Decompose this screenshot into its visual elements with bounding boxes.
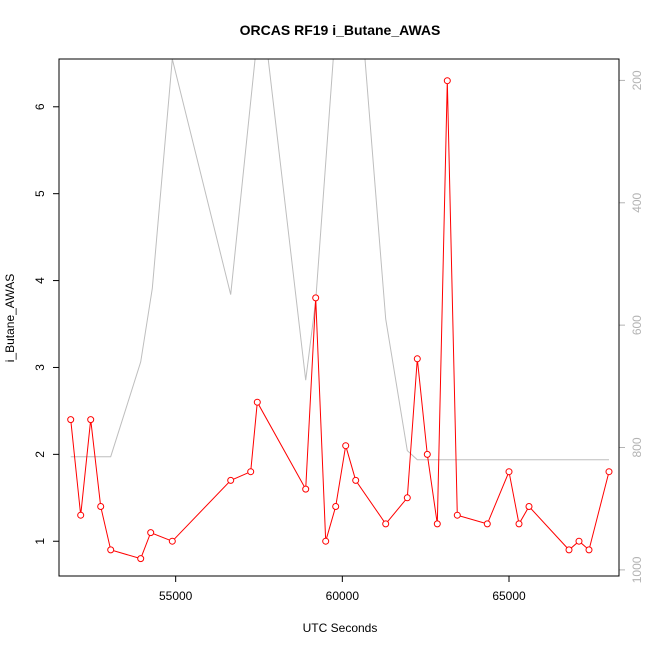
data-point <box>423 450 431 458</box>
series-line-right-axis <box>70 59 609 461</box>
data-point <box>575 537 583 545</box>
x-axis-label: UTC Seconds <box>303 621 378 635</box>
data-point <box>137 555 145 563</box>
y-tick-label: 4 <box>33 277 47 284</box>
y-tick-label: 1 <box>33 538 47 545</box>
data-point <box>483 520 491 528</box>
data-point <box>247 468 255 476</box>
axes-layer: 55000 60000 65000 1 2 3 4 5 6 200 400 600 800 1000 <box>33 70 644 603</box>
series-line-i-butane <box>70 80 610 560</box>
data-point <box>253 398 261 406</box>
y2-tick-label: 1000 <box>630 556 644 583</box>
data-point <box>403 494 411 502</box>
data-point <box>168 537 176 545</box>
y2-tick-label: 600 <box>630 315 644 335</box>
y-tick-label: 6 <box>33 103 47 110</box>
y-tick-label: 2 <box>33 451 47 458</box>
data-point <box>515 520 523 528</box>
data-point <box>565 546 573 554</box>
data-point <box>312 294 320 302</box>
y2-tick-label: 400 <box>630 192 644 212</box>
data-point <box>342 442 350 450</box>
data-point <box>87 416 95 424</box>
data-point <box>322 537 330 545</box>
y-tick-label: 5 <box>33 190 47 197</box>
data-point <box>605 468 613 476</box>
data-point <box>352 476 360 484</box>
x-tick-label: 65000 <box>492 589 526 603</box>
data-point <box>382 520 390 528</box>
data-point <box>97 503 105 510</box>
data-point <box>453 511 461 519</box>
data-point <box>525 503 533 510</box>
data-point <box>302 485 310 493</box>
data-point <box>67 416 75 424</box>
plot-frame <box>58 58 620 577</box>
data-point <box>443 77 451 85</box>
data-point <box>147 529 155 537</box>
data-point <box>332 503 340 510</box>
y2-tick-label: 200 <box>630 70 644 90</box>
data-point <box>77 511 85 519</box>
chart-title: ORCAS RF19 i_Butane_AWAS <box>240 22 441 38</box>
y2-tick-label: 800 <box>630 437 644 457</box>
data-point <box>107 546 115 554</box>
data-point <box>413 355 421 363</box>
y-axis-label: i_Butane_AWAS <box>3 274 17 363</box>
data-point <box>433 520 441 528</box>
data-point <box>505 468 513 476</box>
data-point <box>227 476 235 484</box>
series-layer <box>67 59 613 563</box>
y-tick-label: 3 <box>33 364 47 371</box>
x-tick-label: 60000 <box>326 589 360 603</box>
x-tick-label: 55000 <box>159 589 193 603</box>
data-point <box>585 546 593 554</box>
